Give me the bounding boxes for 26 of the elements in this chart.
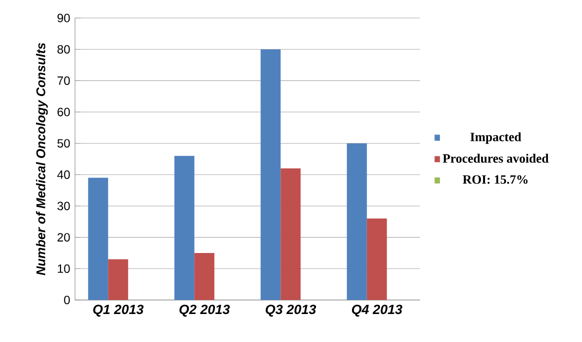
bar xyxy=(88,178,108,300)
x-tick-label: Q2 2013 xyxy=(179,304,230,317)
bar xyxy=(108,259,128,300)
text: Impacted xyxy=(470,132,522,144)
x-tick-label: Q4 2013 xyxy=(352,304,402,317)
bar xyxy=(366,218,387,300)
x-tick-label: Q3 2013 xyxy=(266,304,316,317)
y-tick-label: 50 xyxy=(57,139,70,148)
bar xyxy=(280,168,301,300)
bar xyxy=(194,252,214,300)
y-tick-label: 20 xyxy=(58,233,70,242)
y-tick-label: 70 xyxy=(58,76,70,85)
y-tick-label: 80 xyxy=(57,45,70,54)
y-tick-label: 90 xyxy=(58,14,70,22)
y-tick-label: 10 xyxy=(58,264,70,273)
bar xyxy=(174,156,194,300)
x-tick-label: Q1 2013 xyxy=(93,304,144,317)
legend-label: Procedures avoided xyxy=(442,154,549,163)
y-tick-label: 0 xyxy=(64,296,70,304)
bar xyxy=(260,49,281,300)
bar xyxy=(346,143,367,300)
y-tick-label: 30 xyxy=(57,202,70,210)
legend-label: ROI: 15.7% xyxy=(462,175,528,184)
y-axis-title: Number of Medical Oncology Consults xyxy=(36,42,48,276)
y-tick-label: 40 xyxy=(57,170,70,179)
y-tick-label: 60 xyxy=(58,108,70,116)
